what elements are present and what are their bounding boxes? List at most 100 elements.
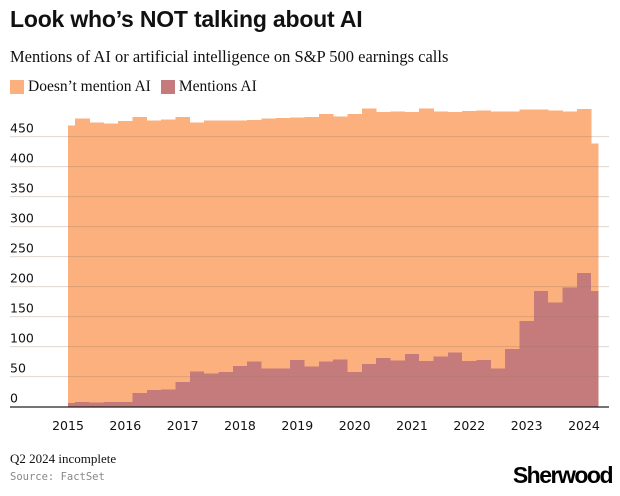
y-tick-label: 200	[10, 271, 34, 286]
x-axis-ticks: 2015 2016 2017 2018 2019 2020 2021 2022 2023 2024	[52, 418, 600, 433]
area-segment-mentions	[261, 368, 277, 407]
x-tick-label: 2016	[109, 418, 141, 433]
area-segment-mentions	[103, 401, 119, 407]
area-segment-mentions	[433, 356, 449, 407]
area-segment-doesnt-mention	[132, 116, 148, 393]
area-segment-doesnt-mention	[433, 111, 449, 357]
area-segment-doesnt-mention	[490, 111, 506, 369]
area-segment-doesnt-mention	[275, 118, 291, 369]
area-segment-mentions	[447, 352, 463, 407]
gridlines	[10, 136, 609, 378]
legend-item-doesnt-mention: Doesn’t mention AI	[10, 78, 151, 96]
y-axis-ticks: 0 50 100 150 200 250 300 350 400 450	[10, 121, 34, 406]
area-segment-mentions	[591, 290, 599, 407]
area-segment-mentions	[75, 401, 90, 407]
area-segment-doesnt-mention	[161, 119, 176, 390]
legend-item-mentions: Mentions AI	[160, 78, 257, 96]
footnote: Q2 2024 incomplete	[10, 451, 117, 466]
area-segment-doesnt-mention	[404, 112, 420, 354]
area-segment-mentions	[290, 359, 305, 407]
y-tick-label: 450	[10, 121, 34, 136]
legend-label: Mentions AI	[178, 78, 257, 95]
area-segment-doesnt-mention	[447, 112, 463, 353]
area-segment-mentions	[175, 382, 191, 407]
area-segment-doesnt-mention	[89, 122, 105, 403]
area-segment-mentions	[533, 290, 549, 407]
area-segment-mentions	[548, 302, 563, 407]
area-segment-mentions	[68, 403, 76, 407]
area-segment-mentions	[347, 371, 363, 407]
area-segment-doesnt-mention	[218, 120, 234, 372]
area-segment-doesnt-mention	[304, 116, 320, 367]
x-tick-label: 2015	[52, 418, 84, 433]
area-segment-doesnt-mention	[533, 109, 549, 291]
area-segment-mentions	[204, 373, 219, 407]
area-segment-doesnt-mention	[476, 110, 492, 360]
x-tick-label: 2024	[568, 418, 600, 433]
area-segment-mentions	[562, 287, 578, 407]
area-segment-mentions	[476, 359, 492, 407]
area-segment-mentions	[419, 361, 434, 407]
area-segment-doesnt-mention	[290, 117, 305, 360]
area-segment-mentions	[89, 402, 105, 407]
area-segment-mentions	[247, 361, 262, 407]
area-segment-mentions	[146, 389, 162, 407]
source-credit: Source: FactSet	[10, 471, 105, 483]
legend-swatch-doesnt-mention	[10, 80, 24, 94]
area-segment-mentions	[462, 361, 477, 407]
area-segment-doesnt-mention	[333, 116, 348, 360]
area-segment-doesnt-mention	[118, 121, 133, 402]
chart-title: Look who’s NOT talking about AI	[10, 6, 363, 32]
area-segment-mentions	[576, 272, 592, 407]
area-segment-doesnt-mention	[462, 110, 477, 362]
area-segment-mentions	[318, 361, 334, 407]
area-segment-mentions	[132, 392, 148, 407]
area-segment-doesnt-mention	[591, 143, 599, 291]
area-segment-mentions	[275, 368, 291, 407]
area-segment-mentions	[161, 389, 176, 407]
area-segment-mentions	[218, 371, 234, 407]
legend-swatch-mentions	[160, 80, 175, 94]
area-segment-doesnt-mention	[175, 116, 191, 383]
area-segment-doesnt-mention	[68, 125, 76, 404]
area-segment-doesnt-mention	[189, 122, 205, 372]
area-segment-mentions	[189, 371, 205, 407]
y-tick-label: 150	[10, 301, 34, 316]
y-tick-label: 350	[10, 181, 34, 196]
x-tick-label: 2022	[453, 418, 485, 433]
area-segment-doesnt-mention	[318, 113, 334, 362]
area-segment-mentions	[519, 320, 535, 407]
area-segment-doesnt-mention	[204, 120, 219, 374]
area-segment-doesnt-mention	[347, 113, 363, 372]
area-segment-mentions	[333, 359, 348, 407]
chart-subtitle: Mentions of AI or artificial intelligenc…	[10, 47, 449, 66]
area-segment-mentions	[404, 353, 420, 407]
legend: Doesn’t mention AI Mentions AI	[10, 78, 267, 96]
area-segment-doesnt-mention	[103, 123, 119, 402]
y-tick-label: 250	[10, 241, 34, 256]
area-segment-mentions	[490, 368, 506, 407]
area-segment-mentions	[118, 401, 133, 407]
y-tick-label: 300	[10, 211, 34, 226]
area-segment-doesnt-mention	[576, 109, 592, 273]
area-segment-doesnt-mention	[232, 120, 248, 366]
x-tick-label: 2018	[224, 418, 256, 433]
x-tick-label: 2023	[511, 418, 543, 433]
y-tick-label: 0	[10, 391, 18, 406]
area-segment-mentions	[361, 364, 377, 407]
area-segment-doesnt-mention	[548, 110, 563, 303]
area-segment-doesnt-mention	[505, 111, 520, 350]
area-segment-doesnt-mention	[419, 108, 434, 362]
area-segment-mentions	[304, 366, 320, 407]
area-segment-doesnt-mention	[146, 120, 162, 390]
x-tick-label: 2017	[167, 418, 199, 433]
x-tick-label: 2019	[281, 418, 313, 433]
area-segment-doesnt-mention	[519, 109, 535, 321]
area-segment-mentions	[232, 365, 248, 407]
area-segment-doesnt-mention	[247, 119, 262, 362]
area-segment-doesnt-mention	[562, 111, 578, 288]
area-segment-mentions	[376, 358, 391, 407]
area-segment-doesnt-mention	[75, 118, 90, 402]
area-segment-doesnt-mention	[390, 111, 406, 361]
